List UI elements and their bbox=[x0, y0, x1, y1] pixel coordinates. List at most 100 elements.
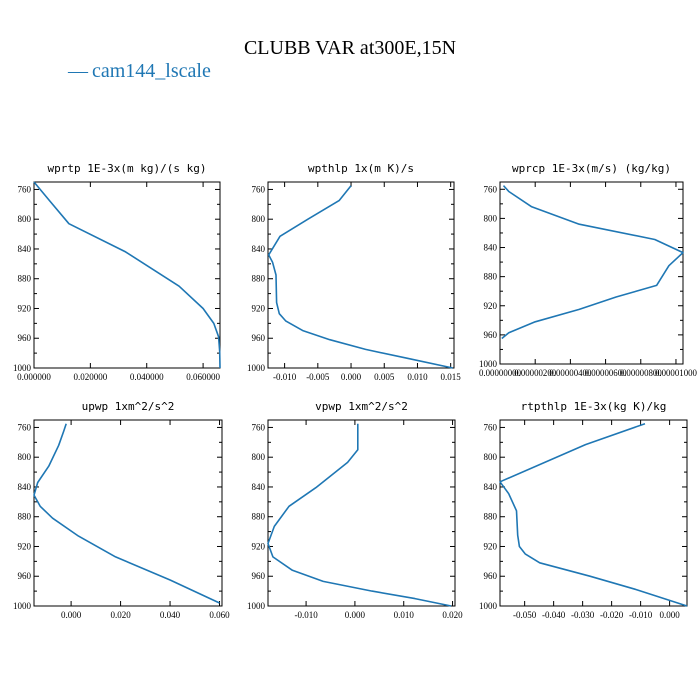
x-tick-label: 0.00000400 bbox=[549, 368, 591, 378]
series-line bbox=[267, 185, 453, 369]
series-line bbox=[267, 423, 452, 607]
x-tick-label: -0.050 bbox=[513, 610, 537, 620]
y-tick-label: 880 bbox=[18, 274, 32, 284]
x-tick-label: 0.00000600 bbox=[585, 368, 627, 378]
panel-6: rtpthlp 1E-3x(kg K)/kg 760 800 840 880 920 960… bbox=[479, 400, 688, 620]
y-tick-label: 800 bbox=[18, 452, 32, 462]
series-line bbox=[33, 423, 220, 604]
y-tick-label: 920 bbox=[252, 541, 266, 551]
panel-title: rtpthlp 1E-3x(kg K)/kg bbox=[521, 400, 667, 413]
x-tick-label: 0.040 bbox=[160, 610, 181, 620]
x-tick-label: 0.000 bbox=[61, 610, 82, 620]
y-tick-label: 880 bbox=[18, 512, 32, 522]
panel-3: wprcp 1E-3x(m/s) (kg/kg) 760 800 840 880 920 9… bbox=[479, 162, 697, 378]
x-tick-label: 0.040000 bbox=[130, 372, 164, 382]
y-tick-label: 840 bbox=[18, 244, 32, 254]
x-tick-label: -0.010 bbox=[629, 610, 653, 620]
x-tick-label: 0.00000200 bbox=[514, 368, 556, 378]
y-tick-label: 760 bbox=[252, 422, 266, 432]
y-tick-label: 920 bbox=[484, 301, 498, 311]
plot-frame bbox=[267, 419, 456, 607]
x-tick-label: 0.010 bbox=[407, 372, 428, 382]
x-tick-label: 0.060000 bbox=[186, 372, 220, 382]
y-tick-label: 960 bbox=[484, 571, 498, 581]
plot-frame bbox=[33, 181, 221, 369]
y-tick-label: 840 bbox=[484, 482, 498, 492]
y-tick-label: 920 bbox=[18, 541, 32, 551]
y-tick-label: 880 bbox=[252, 274, 266, 284]
y-tick-label: 960 bbox=[252, 333, 266, 343]
x-tick-label: -0.010 bbox=[273, 372, 297, 382]
y-tick-label: 800 bbox=[484, 213, 498, 223]
y-tick-label: 840 bbox=[252, 244, 266, 254]
y-tick-label: 1000 bbox=[479, 359, 498, 369]
plot-frame bbox=[499, 419, 688, 607]
y-tick-label: 800 bbox=[252, 452, 266, 462]
y-tick-label: 800 bbox=[252, 214, 266, 224]
x-tick-label: 0.020 bbox=[442, 610, 463, 620]
panel-5: vpwp 1xm^2/s^2 760 800 840 880 920 960 1000 -0.0… bbox=[247, 400, 463, 620]
y-tick-label: 760 bbox=[484, 184, 498, 194]
series-line bbox=[501, 185, 684, 340]
y-tick-label: 880 bbox=[484, 512, 498, 522]
y-tick-label: 840 bbox=[484, 243, 498, 253]
x-tick-label: 0.000 bbox=[659, 610, 680, 620]
y-tick-label: 800 bbox=[18, 214, 32, 224]
x-tick-label: 0.00001000 bbox=[655, 368, 697, 378]
x-tick-label: -0.005 bbox=[306, 372, 330, 382]
y-tick-label: 880 bbox=[252, 512, 266, 522]
x-tick-label: -0.020 bbox=[600, 610, 624, 620]
plot-frame bbox=[499, 181, 684, 365]
y-tick-label: 1000 bbox=[13, 363, 32, 373]
x-tick-label: 0.000 bbox=[345, 610, 366, 620]
y-tick-label: 760 bbox=[18, 184, 32, 194]
x-tick-label: 0.015 bbox=[441, 372, 462, 382]
y-tick-label: 880 bbox=[484, 272, 498, 282]
series-line bbox=[33, 181, 221, 369]
y-tick-label: 920 bbox=[484, 541, 498, 551]
y-tick-label: 920 bbox=[252, 303, 266, 313]
y-tick-label: 760 bbox=[252, 184, 266, 194]
y-tick-label: 1000 bbox=[479, 601, 498, 611]
panel-1: wprtp 1E-3x(m kg)/(s kg) 760 800 840 880 920 9… bbox=[13, 162, 221, 382]
y-tick-label: 760 bbox=[18, 422, 32, 432]
x-tick-label: -0.010 bbox=[294, 610, 318, 620]
y-tick-label: 960 bbox=[484, 330, 498, 340]
legend-line-marker: — bbox=[68, 60, 88, 82]
series-line bbox=[499, 422, 688, 607]
panel-title: wprcp 1E-3x(m/s) (kg/kg) bbox=[512, 162, 671, 175]
x-tick-label: 0.000000 bbox=[17, 372, 51, 382]
y-tick-label: 1000 bbox=[13, 601, 32, 611]
y-tick-label: 960 bbox=[18, 333, 32, 343]
x-tick-label: 0.000 bbox=[341, 372, 362, 382]
y-tick-label: 960 bbox=[18, 571, 32, 581]
x-tick-label: 0.020 bbox=[110, 610, 131, 620]
legend-label: cam144_lscale bbox=[92, 60, 211, 82]
plot-frame bbox=[267, 181, 455, 369]
y-tick-label: 840 bbox=[18, 482, 32, 492]
x-tick-label: -0.030 bbox=[571, 610, 595, 620]
x-tick-label: -0.040 bbox=[542, 610, 566, 620]
y-tick-label: 1000 bbox=[247, 601, 266, 611]
panel-2: wpthlp 1x(m K)/s 760 800 840 880 920 960 1000 -0… bbox=[247, 162, 461, 382]
y-tick-label: 760 bbox=[484, 422, 498, 432]
panel-title: wpthlp 1x(m K)/s bbox=[308, 162, 414, 175]
panel-4: upwp 1xm^2/s^2 760 800 840 880 920 960 1000 0.00… bbox=[13, 400, 230, 620]
x-tick-label: 0.00000000 bbox=[479, 368, 521, 378]
panel-title: wprtp 1E-3x(m kg)/(s kg) bbox=[48, 162, 207, 175]
y-tick-label: 920 bbox=[18, 303, 32, 313]
legend: — cam144_lscale bbox=[68, 60, 211, 83]
x-tick-label: 0.020000 bbox=[73, 372, 107, 382]
y-tick-label: 840 bbox=[252, 482, 266, 492]
x-tick-label: 0.00000800 bbox=[620, 368, 662, 378]
figure-title: CLUBB VAR at300E,15N bbox=[243, 37, 457, 59]
y-tick-label: 1000 bbox=[247, 363, 266, 373]
y-tick-label: 800 bbox=[484, 452, 498, 462]
y-tick-label: 960 bbox=[252, 571, 266, 581]
x-tick-label: 0.010 bbox=[394, 610, 415, 620]
x-tick-label: 0.060 bbox=[209, 610, 230, 620]
panel-title: vpwp 1xm^2/s^2 bbox=[315, 400, 408, 413]
panel-title: upwp 1xm^2/s^2 bbox=[82, 400, 175, 413]
